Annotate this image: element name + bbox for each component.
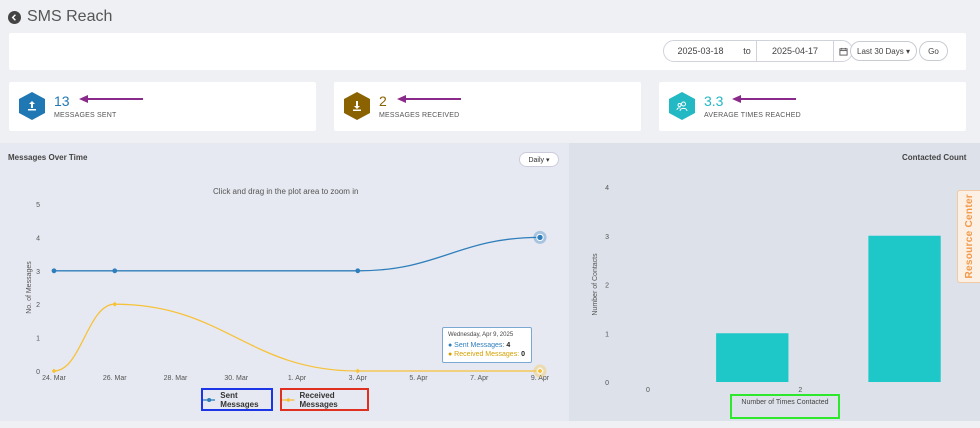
y-tick-label: 0 (605, 380, 609, 387)
y-tick-label: 3 (605, 234, 609, 241)
upload-icon (19, 92, 45, 120)
y-axis-label: No. of Messages (26, 261, 33, 314)
series-line-received (53, 303, 540, 372)
x-tick-label: 5. Apr (409, 375, 428, 382)
bar (716, 333, 789, 382)
legend-item-sent[interactable]: Sent Messages (201, 388, 273, 411)
data-point-received (355, 368, 361, 374)
legend-marker-received (282, 397, 295, 402)
date-to-input[interactable]: 2025-04-17 (756, 40, 834, 62)
bar (868, 235, 941, 382)
y-tick-label: 3 (36, 269, 40, 276)
contacted-chart-title: Contacted Count (902, 153, 967, 162)
annotation-arrow (79, 95, 143, 103)
point-highlight-sent (533, 230, 547, 244)
chart-tooltip: Wednesday, Apr 9, 2025 ● Sent Messages: … (442, 327, 532, 363)
date-from-input[interactable]: 2025-03-18 (663, 40, 738, 62)
x-tick-label: 3. Apr (349, 375, 368, 382)
x-tick-label: 1. Apr (288, 375, 307, 382)
download-icon (344, 92, 370, 120)
data-point-sent (355, 268, 361, 274)
data-point-received (112, 301, 118, 307)
date-range-dropdown[interactable]: Last 30 Days ▾ (850, 41, 917, 61)
data-point-sent (536, 233, 544, 242)
x-tick-label: 0 (646, 387, 650, 394)
x-tick-label: 2 (798, 387, 802, 394)
to-label: to (737, 40, 757, 62)
legend-item-received[interactable]: Received Messages (280, 388, 369, 411)
y-tick-label: 4 (605, 185, 609, 192)
bar-x-axis-title: Number of Times Contacted (730, 394, 840, 419)
granularity-dropdown[interactable]: Daily ▾ (519, 152, 559, 167)
legend-label-sent: Sent Messages (220, 390, 259, 409)
stat-value: 2 (379, 93, 387, 109)
stat-card-average-times-reached: 3.3 AVERAGE TIMES REACHED (659, 82, 966, 131)
legend-marker-sent (203, 397, 216, 402)
point-highlight-received (533, 364, 547, 378)
zoom-hint: Click and drag in the plot area to zoom … (213, 187, 359, 196)
date-filter-card: 2025-03-18 to 2025-04-17 Last 30 Days ▾ … (9, 33, 966, 70)
stat-label: AVERAGE TIMES REACHED (704, 112, 801, 119)
y-axis-label: Number of Contacts (592, 253, 599, 316)
x-tick-label: 24. Mar (42, 375, 66, 382)
annotation-arrow (732, 95, 796, 103)
data-point-received (536, 367, 544, 375)
tooltip-sent: ● Sent Messages: 4 (448, 341, 511, 349)
y-tick-label: 2 (605, 283, 609, 290)
series-line-sent (54, 236, 541, 272)
messages-line-chart[interactable]: 0 1 2 3 4 5 No. of Messages 24. Mar 26. Mar 28. M… (0, 195, 569, 387)
y-tick-label: 5 (36, 202, 40, 209)
stat-value: 3.3 (704, 93, 724, 109)
stat-label: MESSAGES SENT (54, 112, 117, 119)
x-tick-label: 7. Apr (470, 375, 489, 382)
y-tick-label: 0 (36, 369, 40, 376)
x-tick-label: 9. Apr (531, 375, 550, 382)
page-header: SMS Reach (8, 6, 112, 28)
stat-card-messages-received: 2 MESSAGES RECEIVED (334, 82, 641, 131)
messages-over-time-panel (0, 143, 569, 421)
annotation-arrow (397, 95, 461, 103)
data-point-received (51, 368, 57, 374)
users-icon (669, 92, 695, 120)
y-tick-label: 4 (36, 235, 40, 242)
x-tick-label: 28. Mar (164, 375, 188, 382)
legend-label-received: Received Messages (299, 390, 338, 409)
tooltip-received: ● Received Messages: 0 (448, 351, 525, 358)
data-point-sent (112, 268, 118, 274)
go-button[interactable]: Go (919, 41, 948, 61)
messages-chart-title: Messages Over Time (8, 153, 88, 162)
stat-label: MESSAGES RECEIVED (379, 112, 460, 119)
resource-center-tab[interactable]: Resource Center (957, 190, 980, 283)
y-tick-label: 1 (605, 331, 609, 338)
tooltip-date: Wednesday, Apr 9, 2025 (448, 332, 514, 338)
back-icon[interactable] (8, 10, 21, 24)
y-tick-label: 2 (36, 302, 40, 309)
stat-value: 13 (54, 93, 70, 109)
data-point-sent (51, 268, 57, 274)
page-title: SMS Reach (27, 8, 113, 25)
y-tick-label: 1 (36, 336, 40, 343)
resource-center-label: Resource Center (963, 194, 975, 279)
x-tick-label: 26. Mar (103, 375, 127, 382)
x-tick-label: 30. Mar (224, 375, 248, 382)
stat-card-messages-sent: 13 MESSAGES SENT (9, 82, 316, 131)
